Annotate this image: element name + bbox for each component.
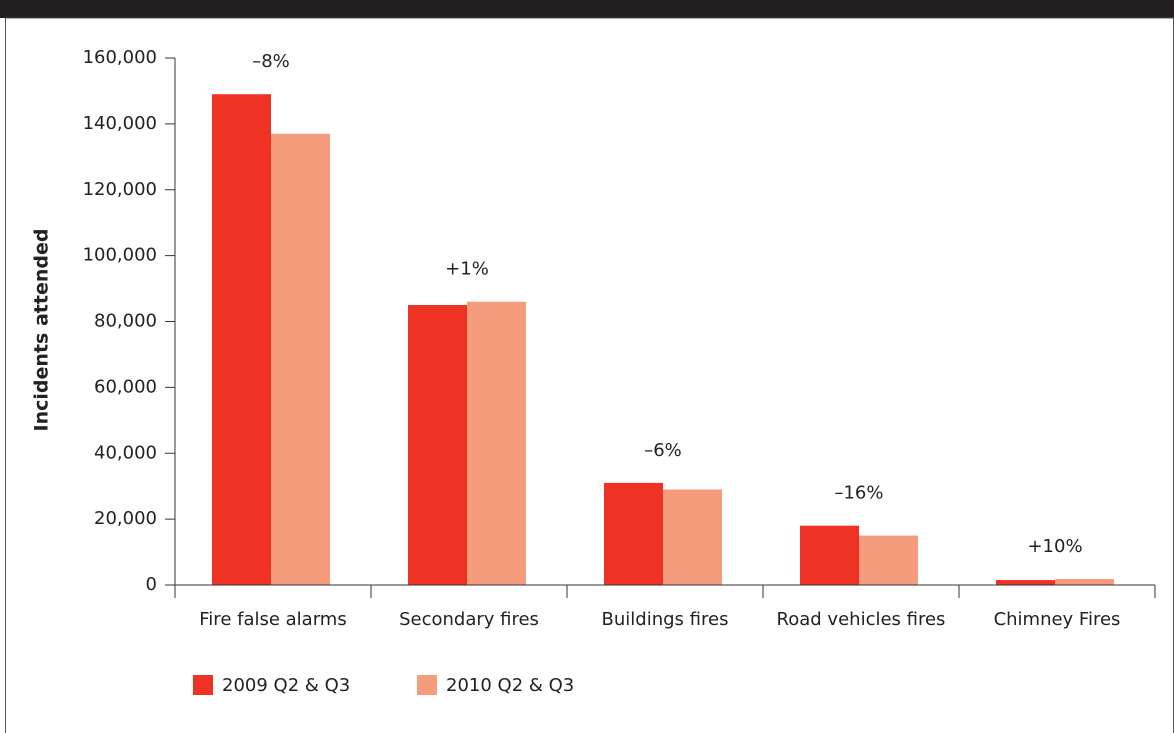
legend-swatch: [417, 675, 437, 695]
annotation: +10%: [1027, 536, 1082, 557]
y-tick-label: 100,000: [83, 245, 157, 266]
annotation: –6%: [644, 440, 682, 461]
bar: [1055, 579, 1114, 585]
y-tick-label: 120,000: [83, 179, 157, 200]
x-tick-label: Secondary fires: [399, 609, 539, 630]
annotation: –16%: [834, 483, 883, 504]
bar: [663, 489, 722, 585]
annotation: –8%: [252, 51, 290, 72]
y-axis-label: Incidents attended: [31, 229, 53, 432]
x-tick-label: Fire false alarms: [199, 609, 346, 630]
bar: [271, 133, 330, 585]
bar: [996, 580, 1055, 585]
bar: [800, 525, 859, 585]
bar: [212, 94, 271, 585]
y-tick-label: 140,000: [83, 113, 157, 134]
x-tick-label: Chimney Fires: [994, 609, 1121, 630]
y-tick-label: 60,000: [94, 376, 157, 397]
bar: [859, 535, 918, 585]
annotation: +1%: [445, 259, 489, 280]
legend-label: 2010 Q2 & Q3: [446, 675, 574, 696]
y-tick-label: 20,000: [94, 508, 157, 529]
y-tick-label: 80,000: [94, 311, 157, 332]
bar: [408, 305, 467, 585]
y-tick-label: 0: [146, 574, 157, 595]
x-tick-label: Buildings fires: [602, 609, 729, 630]
y-tick-label: 160,000: [83, 47, 157, 68]
bar: [467, 301, 526, 585]
legend-swatch: [193, 675, 213, 695]
top-band: [0, 0, 1174, 18]
legend-label: 2009 Q2 & Q3: [222, 675, 350, 696]
bar: [604, 482, 663, 585]
x-tick-label: Road vehicles fires: [777, 609, 946, 630]
y-tick-label: 40,000: [94, 442, 157, 463]
